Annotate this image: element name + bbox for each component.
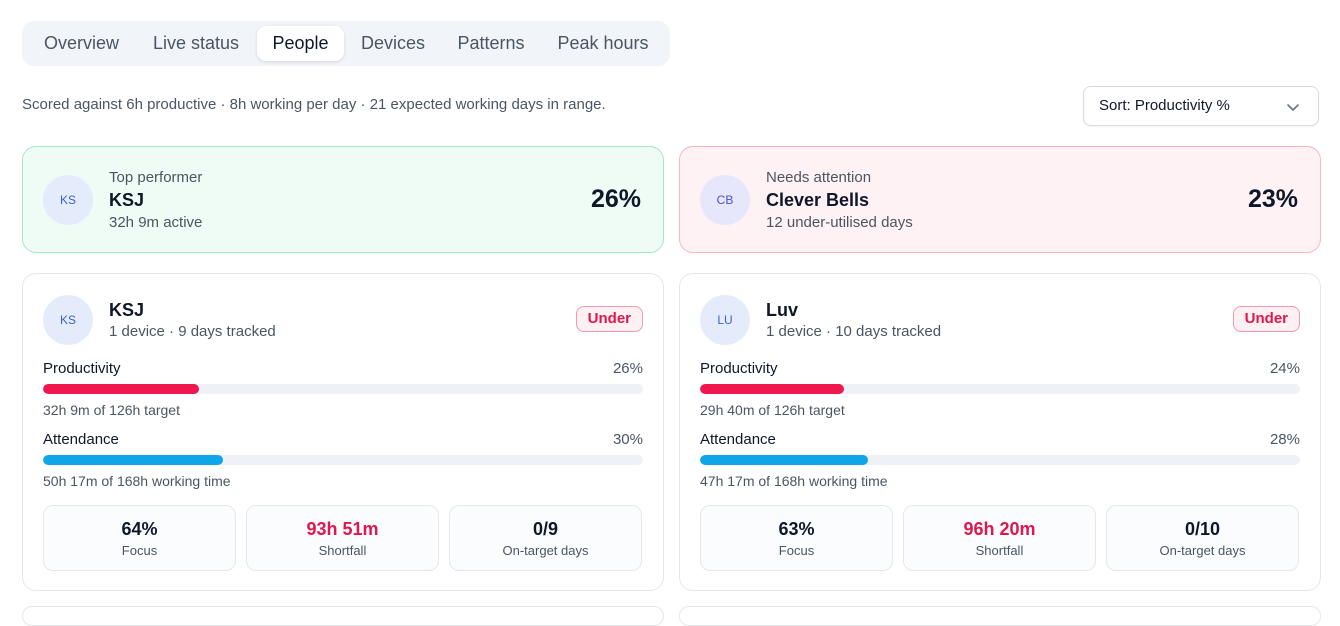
highlight-subtext: 32h 9m active xyxy=(109,214,203,231)
avatar: KS xyxy=(43,175,93,225)
person-card[interactable]: LU Luv 1 device · 10 days tracked Under … xyxy=(679,273,1321,591)
attendance-label: Attendance xyxy=(700,431,776,448)
highlight-kicker: Needs attention xyxy=(766,169,872,186)
productivity-bar-fill xyxy=(700,384,844,394)
tab-peak-hours[interactable]: Peak hours xyxy=(557,33,649,53)
productivity-bar-fill xyxy=(43,384,199,394)
stat-on-target-days: 0/10 On-target days xyxy=(1106,505,1299,571)
stat-on-target-days: 0/9 On-target days xyxy=(449,505,642,571)
highlight-name: Clever Bells xyxy=(766,190,870,210)
attendance-percentage: 30% xyxy=(612,431,643,448)
stat-label: On-target days xyxy=(502,543,589,558)
productivity-note: 29h 40m of 126h target xyxy=(700,402,845,418)
highlight-percentage: 23% xyxy=(1247,185,1298,213)
stat-shortfall: 93h 51m Shortfall xyxy=(246,505,439,571)
stat-shortfall: 96h 20m Shortfall xyxy=(903,505,1096,571)
highlight-subtext: 12 under-utilised days xyxy=(766,214,913,231)
highlight-name: KSJ xyxy=(109,190,145,210)
stat-label: On-target days xyxy=(1159,543,1246,558)
productivity-note: 32h 9m of 126h target xyxy=(43,402,180,418)
person-subtext: 1 device · 9 days tracked xyxy=(109,323,276,340)
attendance-bar xyxy=(43,455,643,465)
stat-label: Shortfall xyxy=(318,543,367,558)
productivity-bar xyxy=(700,384,1300,394)
tab-live-status[interactable]: Live status xyxy=(152,33,240,53)
needs-attention-card: CB Needs attention Clever Bells 12 under… xyxy=(679,146,1321,253)
stat-value: 0/10 xyxy=(1184,519,1221,539)
productivity-bar xyxy=(43,384,643,394)
top-performer-card: KS Top performer KSJ 32h 9m active 26% xyxy=(22,146,664,253)
stat-focus: 63% Focus xyxy=(700,505,893,571)
productivity-percentage: 26% xyxy=(612,360,643,377)
tab-devices[interactable]: Devices xyxy=(360,33,426,53)
productivity-label: Productivity xyxy=(43,360,121,377)
person-subtext: 1 device · 10 days tracked xyxy=(766,323,942,340)
avatar: CB xyxy=(700,175,750,225)
stat-value: 0/9 xyxy=(532,519,559,539)
attendance-percentage: 28% xyxy=(1269,431,1300,448)
stat-focus: 64% Focus xyxy=(43,505,236,571)
person-card[interactable]: KS KSJ 1 device · 9 days tracked Under P… xyxy=(22,273,664,591)
attendance-note: 47h 17m of 168h working time xyxy=(700,473,888,489)
stat-value: 64% xyxy=(121,519,158,539)
productivity-label: Productivity xyxy=(700,360,778,377)
scoring-note: Scored against 6h productive · 8h workin… xyxy=(22,96,606,113)
tab-bar: Overview Live status People Devices Patt… xyxy=(22,21,670,66)
stat-label: Focus xyxy=(121,543,158,558)
status-badge: Under xyxy=(575,306,643,332)
attendance-note: 50h 17m of 168h working time xyxy=(43,473,231,489)
stat-label: Shortfall xyxy=(975,543,1024,558)
person-name: KSJ xyxy=(109,300,145,320)
sort-select-label: Sort: Productivity % xyxy=(1099,97,1230,114)
person-card-partial xyxy=(679,606,1321,626)
avatar: KS xyxy=(43,295,93,345)
stat-value: 93h 51m xyxy=(306,519,379,539)
person-name: Luv xyxy=(766,300,799,320)
chevron-down-icon xyxy=(1287,104,1299,111)
stat-value: 96h 20m xyxy=(963,519,1036,539)
stat-label: Focus xyxy=(778,543,815,558)
tab-people[interactable]: People xyxy=(257,26,344,61)
attendance-bar-fill xyxy=(43,455,223,465)
attendance-bar xyxy=(700,455,1300,465)
status-badge: Under xyxy=(1232,306,1300,332)
tab-patterns[interactable]: Patterns xyxy=(457,33,525,53)
stat-value: 63% xyxy=(778,519,815,539)
attendance-label: Attendance xyxy=(43,431,119,448)
highlight-kicker: Top performer xyxy=(109,169,203,186)
avatar: LU xyxy=(700,295,750,345)
person-card-partial xyxy=(22,606,664,626)
tab-overview[interactable]: Overview xyxy=(43,33,119,53)
productivity-percentage: 24% xyxy=(1269,360,1300,377)
sort-select[interactable]: Sort: Productivity % xyxy=(1083,86,1319,126)
attendance-bar-fill xyxy=(700,455,868,465)
highlight-percentage: 26% xyxy=(590,185,641,213)
